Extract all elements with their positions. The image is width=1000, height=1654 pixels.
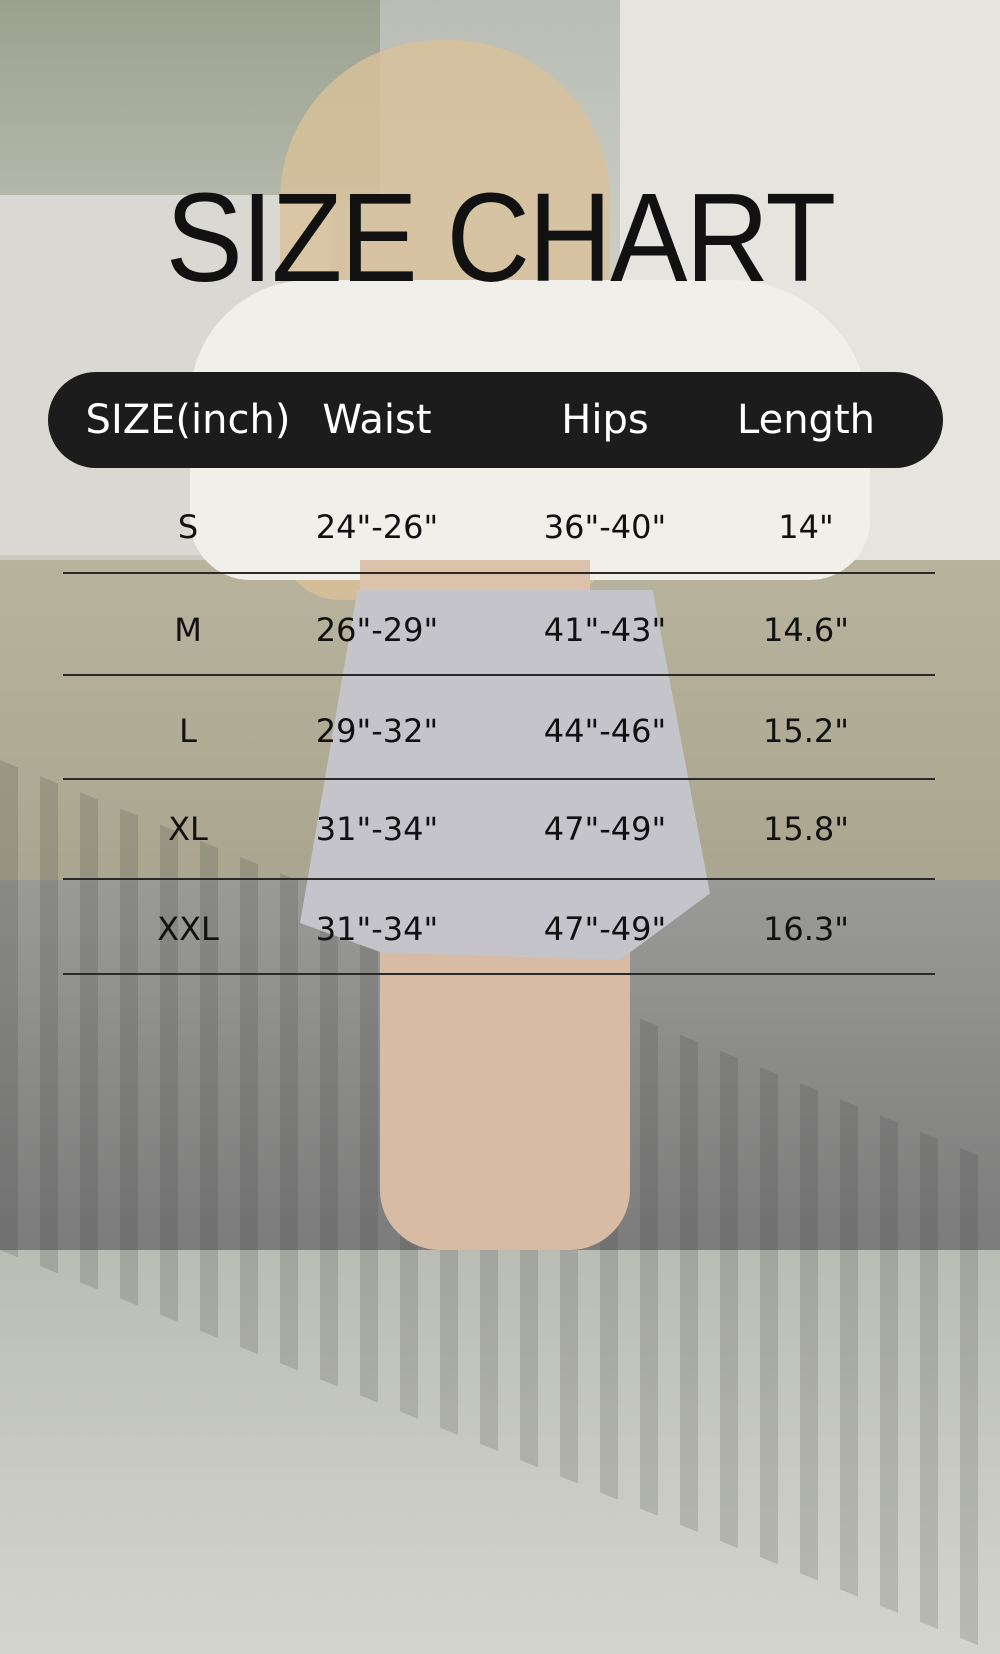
size-label: XL <box>168 810 208 848</box>
table-cell: 15.8" <box>763 810 849 848</box>
table-cell: 26"-29" <box>315 611 439 649</box>
table-cell: 36"-40" <box>543 508 667 546</box>
header-cell: Length <box>737 397 875 443</box>
row-divider <box>63 572 935 574</box>
table-header <box>48 372 943 468</box>
table-cell: 44"-46" <box>543 712 667 750</box>
size-label: M <box>174 611 202 649</box>
row-divider <box>63 778 935 780</box>
table-cell: 31"-34" <box>315 910 439 948</box>
row-divider <box>63 973 935 975</box>
table-cell: 15.2" <box>763 712 849 750</box>
table-cell: 31"-34" <box>315 810 439 848</box>
table-cell: 14.6" <box>763 611 849 649</box>
table-cell: 24"-26" <box>315 508 439 546</box>
table-cell: 41"-43" <box>543 611 667 649</box>
table-cell: 14" <box>778 508 834 546</box>
header-cell: Waist <box>322 397 432 443</box>
size-label: L <box>179 712 197 750</box>
header-cell: Hips <box>561 397 649 443</box>
table-cell: 16.3" <box>763 910 849 948</box>
row-divider <box>63 674 935 676</box>
row-divider <box>63 878 935 880</box>
size-label: XXL <box>157 910 219 948</box>
table-cell: 47"-49" <box>543 810 667 848</box>
size-label: S <box>177 508 199 546</box>
model-legs <box>380 940 630 1250</box>
table-cell: 47"-49" <box>543 910 667 948</box>
page-title: SIZE CHART <box>165 167 836 308</box>
table-cell: 29"-32" <box>315 712 439 750</box>
header-cell: SIZE(inch) <box>85 397 291 443</box>
model-skirt <box>300 590 710 960</box>
